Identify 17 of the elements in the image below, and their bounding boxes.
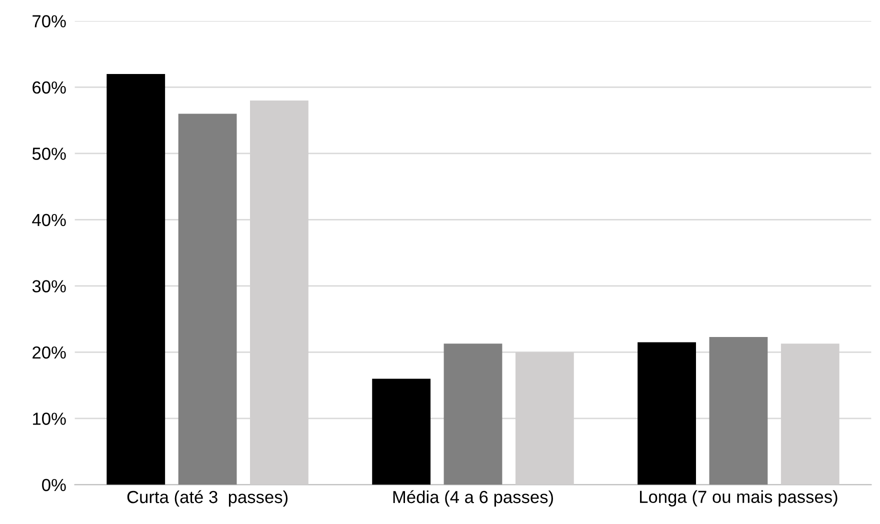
x-tick-label: Longa (7 ou mais passes)	[640, 490, 838, 506]
x-tick-label: Média (4 a 6 passes)	[393, 490, 553, 507]
bar	[444, 344, 502, 485]
bar	[638, 342, 696, 485]
y-tick-label: 70%	[32, 15, 66, 28]
y-tick-label: 0%	[42, 478, 66, 492]
y-tick-label: 10%	[33, 412, 66, 425]
y-tick-label: 20%	[32, 346, 66, 359]
y-tick-label: 30%	[32, 280, 66, 292]
y-tick-label: 40%	[32, 214, 66, 226]
bar	[178, 114, 237, 485]
y-tick-label: 60%	[32, 81, 66, 94]
y-tick-label: 50%	[32, 148, 66, 160]
bar	[106, 74, 166, 485]
x-tick-label: Curta (até 3 passes)	[127, 490, 288, 507]
bar	[709, 336, 768, 485]
bar	[372, 378, 431, 485]
